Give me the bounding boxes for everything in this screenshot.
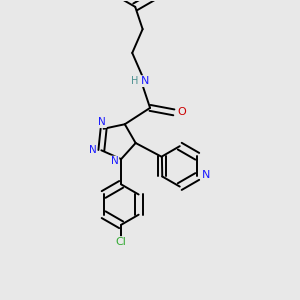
Text: Cl: Cl	[116, 237, 127, 247]
Text: O: O	[177, 107, 186, 117]
Text: N: N	[140, 76, 149, 86]
Text: N: N	[98, 117, 106, 127]
Text: N: N	[201, 170, 210, 180]
Text: N: N	[88, 145, 96, 155]
Text: H: H	[130, 76, 138, 86]
Text: N: N	[111, 157, 119, 166]
